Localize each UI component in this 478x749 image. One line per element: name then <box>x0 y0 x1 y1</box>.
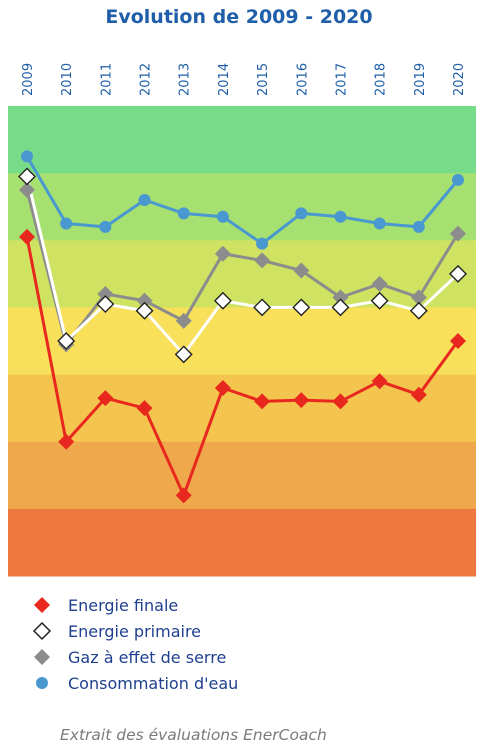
data-point <box>332 393 349 410</box>
data-point <box>332 289 349 306</box>
data-point <box>177 207 190 220</box>
data-point <box>99 220 112 233</box>
data-point <box>450 333 466 349</box>
data-point <box>135 301 154 320</box>
red-diamond-icon <box>32 594 60 616</box>
rating-band-4 <box>8 307 476 376</box>
series-line <box>25 155 460 246</box>
x-tick-label: 2019 <box>413 63 428 96</box>
data-point <box>452 173 464 186</box>
data-point <box>331 298 350 317</box>
data-point <box>295 207 308 220</box>
x-tick-label: 2010 <box>60 63 75 96</box>
white-diamond-icon <box>32 620 60 642</box>
data-point <box>334 210 347 223</box>
data-point <box>214 380 231 396</box>
data-point <box>254 252 271 269</box>
rating-band-1 <box>8 106 476 174</box>
data-point <box>213 291 232 310</box>
data-point <box>174 345 193 364</box>
data-point <box>409 301 428 320</box>
data-point <box>293 262 310 279</box>
data-point <box>21 150 33 163</box>
data-point <box>370 291 389 310</box>
data-point <box>449 264 467 283</box>
data-point <box>60 217 73 230</box>
data-point <box>254 393 271 410</box>
data-point <box>292 298 311 317</box>
rating-band-3 <box>8 240 476 308</box>
data-point <box>371 275 388 292</box>
x-tick-label: 2012 <box>139 63 154 96</box>
data-point <box>136 400 153 417</box>
legend-item-consommation-eau[interactable]: Consommation d'eau <box>32 670 238 696</box>
data-point <box>138 194 151 206</box>
data-point <box>18 167 36 186</box>
rating-band-5 <box>8 374 476 443</box>
legend-label: Energie finale <box>68 595 179 615</box>
data-point <box>216 210 229 223</box>
legend-label: Consommation d'eau <box>68 673 239 693</box>
data-point <box>175 312 192 329</box>
source-note: Extrait des évaluations EnerCoach <box>60 726 327 744</box>
data-point <box>96 295 115 314</box>
x-tick-label: 2020 <box>452 63 467 96</box>
data-point <box>373 217 386 230</box>
legend-item-gaz-effet-serre[interactable]: Gaz à effet de serre <box>32 644 238 670</box>
x-tick-label: 2016 <box>295 63 310 96</box>
chart-canvas: 2009 2010 2011 2012 2013 2014 2015 2016 2017 2018… <box>8 63 476 577</box>
x-tick-label: 2009 <box>21 63 36 96</box>
series-line <box>25 236 460 497</box>
data-point <box>371 373 388 390</box>
data-point <box>97 286 114 302</box>
x-tick-label: 2014 <box>217 63 232 96</box>
blue-circle-icon <box>32 672 60 694</box>
data-point <box>253 298 272 317</box>
data-point <box>412 220 425 233</box>
x-tick-label: 2018 <box>374 63 389 96</box>
chart-legend: Energie finale Energie primaire Gaz à ef… <box>32 592 238 696</box>
x-tick-label: 2017 <box>334 63 349 96</box>
data-point <box>450 225 466 242</box>
legend-item-energie-primaire[interactable]: Energie primaire <box>32 618 238 644</box>
data-point <box>136 292 153 309</box>
data-point <box>410 386 427 403</box>
data-point <box>214 245 231 262</box>
data-point <box>57 332 76 350</box>
data-point <box>175 487 192 504</box>
x-tick-label: 2015 <box>256 63 271 96</box>
data-point <box>410 289 427 306</box>
rating-band-6 <box>8 441 476 510</box>
data-point <box>19 181 35 198</box>
legend-item-energie-finale[interactable]: Energie finale <box>32 592 238 618</box>
rating-band-7 <box>8 508 476 577</box>
gray-diamond-icon <box>32 646 60 668</box>
data-point <box>256 237 269 250</box>
data-point <box>97 390 114 407</box>
x-tick-label: 2011 <box>99 63 114 96</box>
legend-label: Gaz à effet de serre <box>68 647 227 667</box>
legend-label: Energie primaire <box>68 621 202 641</box>
data-point <box>19 228 35 245</box>
x-tick-label: 2013 <box>178 63 193 96</box>
data-point <box>58 433 75 450</box>
data-point <box>293 392 310 409</box>
chart-title: Evolution de 2009 - 2020 <box>105 6 373 28</box>
